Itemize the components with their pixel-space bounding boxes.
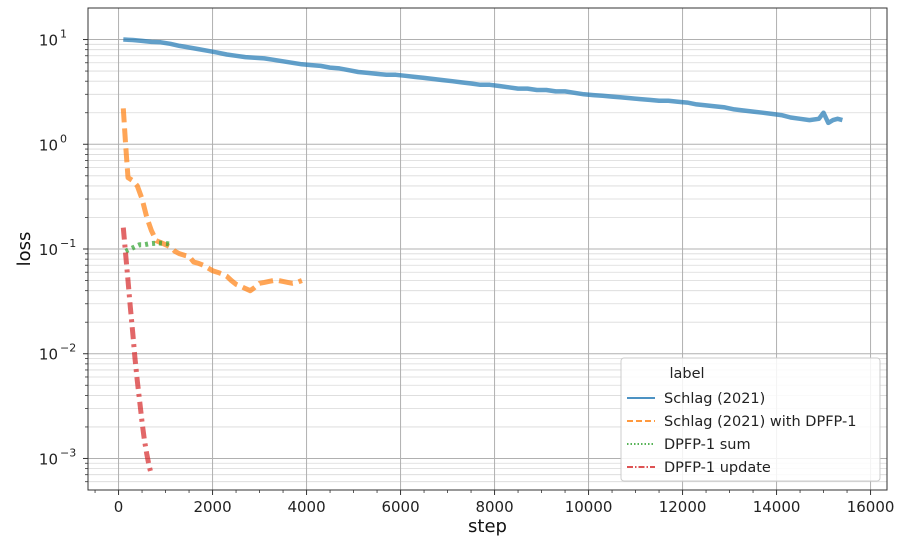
x-tick-label: 12000 (659, 498, 707, 516)
x-tick-label: 16000 (847, 498, 895, 516)
legend-entry-label: Schlag (2021) with DPFP-1 (664, 414, 856, 430)
legend-title: label (669, 366, 704, 382)
y-tick-label: 10 (39, 241, 58, 259)
y-tick-exponent: −3 (60, 446, 76, 459)
series-layer (120, 37, 843, 476)
legend-entry-label: DPFP-1 update (664, 460, 771, 476)
y-tick-exponent: 1 (60, 28, 67, 41)
y-tick-exponent: −2 (60, 342, 76, 355)
series-line-2 (120, 108, 303, 294)
y-tick-label: 10 (39, 346, 58, 364)
legend-entry-label: DPFP-1 sum (664, 437, 751, 453)
x-tick-label: 4000 (287, 498, 325, 516)
y-tick-label: 10 (39, 32, 58, 50)
x-tick-label: 6000 (381, 498, 419, 516)
y-axis-label: loss (14, 232, 35, 267)
series-line-3 (124, 240, 174, 254)
x-tick-label: 8000 (475, 498, 513, 516)
x-tick-label: 10000 (565, 498, 613, 516)
series-line-4 (120, 227, 154, 476)
legend-items: Schlag (2021) Schlag (2021) with DPFP-1 DP… (627, 391, 856, 476)
y-tick-exponent: 0 (60, 132, 67, 145)
x-tick-label: 2000 (193, 498, 231, 516)
series-line-1 (123, 37, 843, 126)
x-axis: 0 2000 4000 6000 8000 10000 12000 14000 16000 (94, 490, 895, 516)
x-tick-label: 14000 (753, 498, 801, 516)
x-axis-label: step (468, 516, 507, 537)
y-tick-label: 10 (39, 136, 58, 154)
legend-entry-label: Schlag (2021) (664, 391, 765, 407)
legend-box (620, 357, 881, 482)
y-tick-label: 10 (39, 450, 58, 468)
grid (88, 8, 887, 490)
y-tick-exponent: −1 (60, 237, 76, 250)
legend: label Schlag (2021) Schlag (2021) with DP… (620, 357, 881, 482)
x-tick-label: 0 (114, 498, 124, 516)
